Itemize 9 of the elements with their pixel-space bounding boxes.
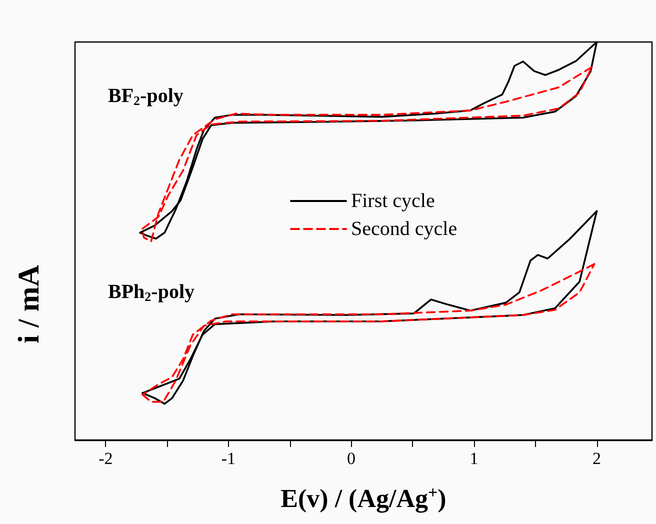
x-tick-label: 1	[470, 449, 478, 468]
x-tick-label: 2	[592, 449, 602, 468]
legend-label: Second cycle	[351, 218, 458, 240]
x-tick-label: -1	[221, 449, 236, 468]
y-axis-title: i / mA	[12, 264, 46, 344]
legend-label: First cycle	[351, 190, 435, 212]
x-tick-label: -2	[98, 449, 113, 468]
x-axis-title: E(v) / (Ag/Ag+)	[280, 483, 446, 513]
x-tick-label: 0	[346, 449, 356, 468]
